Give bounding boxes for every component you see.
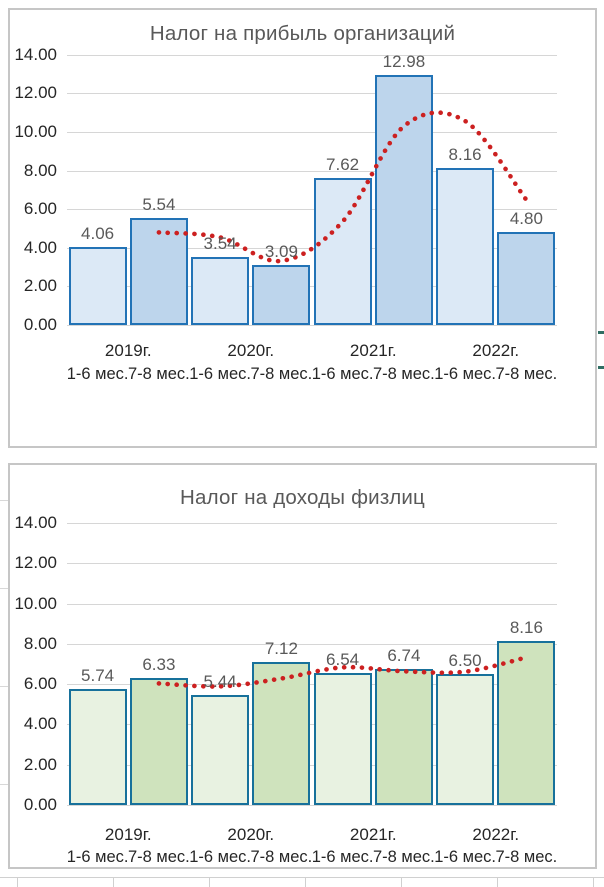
sheet-edge-mark xyxy=(598,331,604,334)
y-axis-tick-label: 8.00 xyxy=(23,633,57,653)
bar xyxy=(374,669,433,805)
y-axis-tick-label: 2.00 xyxy=(23,754,57,774)
y-axis-tick-label: 0.00 xyxy=(23,315,57,334)
x-axis-period-label: 1-6 мес. xyxy=(189,365,251,383)
sheet-column-gridline xyxy=(113,877,114,887)
y-axis-tick-label: 10.00 xyxy=(14,593,57,613)
bar xyxy=(191,256,250,325)
data-label: 8.16 xyxy=(448,144,482,164)
sheet-column-gridline xyxy=(209,877,210,887)
data-label: 6.54 xyxy=(326,650,360,670)
y-gridline xyxy=(67,286,557,288)
x-axis-period-label: 1-6 мес. xyxy=(311,848,374,866)
data-label: 5.74 xyxy=(81,666,115,686)
data-label: 4.06 xyxy=(81,223,115,243)
bar xyxy=(129,677,188,805)
x-axis-period-label: 7-8 мес. xyxy=(495,365,558,383)
x-axis-period-label: 7-8 мес. xyxy=(127,365,190,383)
data-label: 4.80 xyxy=(509,209,543,229)
sheet-column-gridline xyxy=(17,877,18,887)
data-label: 7.12 xyxy=(264,638,298,658)
data-label: 7.62 xyxy=(326,154,360,174)
y-axis-tick-label: 10.00 xyxy=(14,122,57,141)
sheet-column-gridline xyxy=(497,877,498,887)
x-axis-year-label: 2019г. xyxy=(104,825,152,844)
chart-title: Налог на доходы физлиц xyxy=(180,486,425,509)
y-gridline xyxy=(67,325,557,326)
y-gridline xyxy=(67,523,557,524)
x-axis-year-label: 2021г. xyxy=(349,825,397,844)
data-label: 6.33 xyxy=(142,654,176,674)
sheet-row-gridline-stub xyxy=(0,784,8,785)
x-axis-period-label: 1-6 мес. xyxy=(66,365,129,383)
data-label: 5.44 xyxy=(203,672,237,692)
y-axis-tick-label: 12.00 xyxy=(14,553,57,573)
y-axis-tick-label: 6.00 xyxy=(23,199,57,219)
y-axis-tick-label: 2.00 xyxy=(23,276,57,296)
y-axis-tick-label: 8.00 xyxy=(23,160,57,180)
y-axis-tick-label: 4.00 xyxy=(23,714,57,734)
x-axis-period-label: 7-8 мес. xyxy=(250,848,313,866)
y-gridline xyxy=(67,643,557,645)
bar xyxy=(68,246,127,325)
chart-panel-income-tax[interactable]: Налог на доходы физлиц 14.00 12.00 10.00 8.… xyxy=(8,463,597,869)
x-axis-period-label: 7-8 мес. xyxy=(372,848,435,866)
y-gridline xyxy=(67,93,557,95)
sheet-row-gridline-stub xyxy=(0,500,8,501)
x-axis-year-label: 2019г. xyxy=(104,341,152,360)
x-axis-period-label: 1-6 мес. xyxy=(66,848,129,866)
x-axis-period-label: 1-6 мес. xyxy=(311,365,374,383)
y-axis-tick-label: 0.00 xyxy=(23,795,57,814)
sheet-column-gridline xyxy=(401,877,402,887)
x-axis-period-label: 7-8 мес. xyxy=(250,365,313,383)
bar xyxy=(313,673,372,805)
bar xyxy=(436,674,495,805)
bar xyxy=(374,74,433,325)
y-gridline xyxy=(67,54,557,56)
data-label: 12.98 xyxy=(382,51,426,71)
data-label: 3.09 xyxy=(264,242,298,262)
y-gridline xyxy=(67,724,557,726)
y-axis-tick-label: 14.00 xyxy=(14,513,57,532)
data-label: 5.54 xyxy=(142,195,176,215)
y-gridline xyxy=(67,805,557,806)
sheet-row-gridline-stub xyxy=(0,686,8,687)
sheet-column-gridline xyxy=(593,877,594,887)
x-axis-year-label: 2021г. xyxy=(349,341,397,360)
sheet-edge-mark xyxy=(598,366,604,369)
data-label: 8.16 xyxy=(509,617,543,637)
sheet-row-gridline xyxy=(0,877,604,878)
chart-panel-profit-tax[interactable]: Налог на прибыль организаций 14.00 12.00 1… xyxy=(8,8,597,448)
data-label: 3.54 xyxy=(203,233,237,253)
y-axis-tick-label: 14.00 xyxy=(14,44,57,64)
x-axis-period-label: 7-8 мес. xyxy=(495,848,558,866)
bar xyxy=(68,689,127,805)
y-axis-tick-label: 12.00 xyxy=(14,83,57,103)
x-axis-period-label: 1-6 мес. xyxy=(189,848,251,866)
data-label: 6.74 xyxy=(387,646,421,666)
x-axis-year-label: 2020г. xyxy=(227,825,275,844)
x-axis-year-label: 2022г. xyxy=(472,825,520,844)
x-axis-year-label: 2020г. xyxy=(227,341,275,360)
x-axis-year-label: 2022г. xyxy=(472,341,520,360)
y-axis-tick-label: 6.00 xyxy=(23,674,57,694)
x-axis-period-label: 1-6 мес. xyxy=(434,848,496,866)
bar xyxy=(252,265,311,325)
data-label: 6.50 xyxy=(448,651,482,671)
sheet-row-gridline-stub xyxy=(0,588,8,589)
y-gridline xyxy=(67,764,557,766)
y-gridline xyxy=(67,603,557,605)
y-gridline xyxy=(67,563,557,565)
chart-title: Налог на прибыль организаций xyxy=(149,22,456,45)
x-axis-period-label: 7-8 мес. xyxy=(127,848,190,866)
bar xyxy=(436,167,495,325)
x-axis-period-label: 1-6 мес. xyxy=(434,365,496,383)
sheet-column-gridline xyxy=(305,877,306,887)
y-axis-tick-label: 4.00 xyxy=(23,237,57,257)
x-axis-period-label: 7-8 мес. xyxy=(372,365,435,383)
y-gridline xyxy=(67,132,557,133)
bar xyxy=(497,232,556,325)
bar xyxy=(191,695,250,805)
